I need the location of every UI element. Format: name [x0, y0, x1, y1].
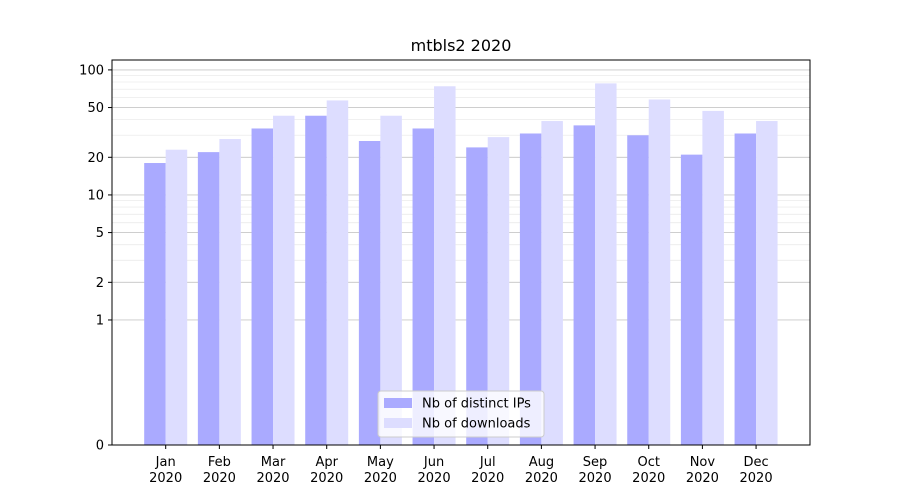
y-tick-label: 0 — [96, 439, 104, 454]
x-tick-label: Jan 2020 — [149, 455, 182, 486]
bar-distinct-ips — [144, 163, 166, 445]
legend-label: Nb of distinct IPs — [422, 397, 531, 412]
bar-distinct-ips — [358, 140, 381, 445]
y-tick-label: 20 — [87, 151, 104, 166]
bar-downloads — [487, 137, 510, 445]
bar-downloads — [595, 83, 617, 445]
legend-box — [377, 390, 545, 438]
bar-distinct-ips — [680, 154, 703, 446]
x-tick-label: Oct 2020 — [632, 455, 665, 486]
y-axis: 0 1 2 5 10 20 50 100 — [79, 63, 112, 454]
plot-frame — [111, 59, 811, 446]
legend: Nb of distinct IPs Nb of downloads — [377, 390, 545, 438]
x-tick-label: Aug 2020 — [525, 455, 558, 486]
bar-downloads — [165, 149, 188, 446]
x-tick-label: Jun 2020 — [418, 455, 451, 486]
bar-downloads — [756, 121, 778, 446]
x-axis: Jan 2020 Feb 2020 Mar 2020 Apr 2020 May 2020 Jun 20… — [149, 445, 773, 486]
bar-distinct-ips — [197, 152, 220, 445]
bar-distinct-ips — [573, 125, 596, 445]
bar-downloads — [434, 86, 456, 445]
x-tick-label: May 2020 — [364, 455, 397, 486]
y-tick-label: 100 — [79, 63, 104, 78]
x-tick-label: Nov 2020 — [686, 455, 719, 486]
y-tick-label: 5 — [96, 226, 104, 241]
x-tick-label: Feb 2020 — [203, 455, 236, 486]
chart-title: mtbls2 2020 — [411, 36, 512, 55]
bars — [144, 83, 778, 446]
x-tick-label: Sep 2020 — [579, 455, 612, 486]
x-tick-label: Apr 2020 — [310, 455, 343, 486]
bar-distinct-ips — [466, 147, 488, 446]
bar-downloads — [380, 115, 402, 445]
x-tick-label: Mar 2020 — [256, 455, 289, 486]
legend-label: Nb of downloads — [422, 417, 531, 432]
bar-downloads — [702, 110, 724, 445]
y-tick-label: 50 — [87, 101, 104, 116]
y-tick-label: 1 — [96, 313, 104, 328]
bar-distinct-ips — [627, 135, 649, 445]
bar-downloads — [273, 115, 295, 445]
bar-distinct-ips — [412, 128, 435, 445]
y-tick-label: 2 — [96, 276, 104, 291]
bar-downloads — [648, 99, 671, 446]
bar-downloads — [326, 100, 349, 445]
y-tick-label: 10 — [87, 188, 104, 203]
bar-distinct-ips — [519, 133, 542, 445]
bar-downloads — [541, 121, 563, 446]
bar-downloads — [219, 139, 241, 445]
x-tick-label: Dec 2020 — [740, 455, 773, 486]
x-tick-label: Jul 2020 — [471, 455, 504, 486]
bar-distinct-ips — [251, 128, 274, 445]
bar-distinct-ips — [734, 133, 757, 445]
legend-swatch — [384, 398, 412, 408]
bar-distinct-ips — [305, 115, 327, 445]
legend-swatch — [384, 418, 412, 428]
